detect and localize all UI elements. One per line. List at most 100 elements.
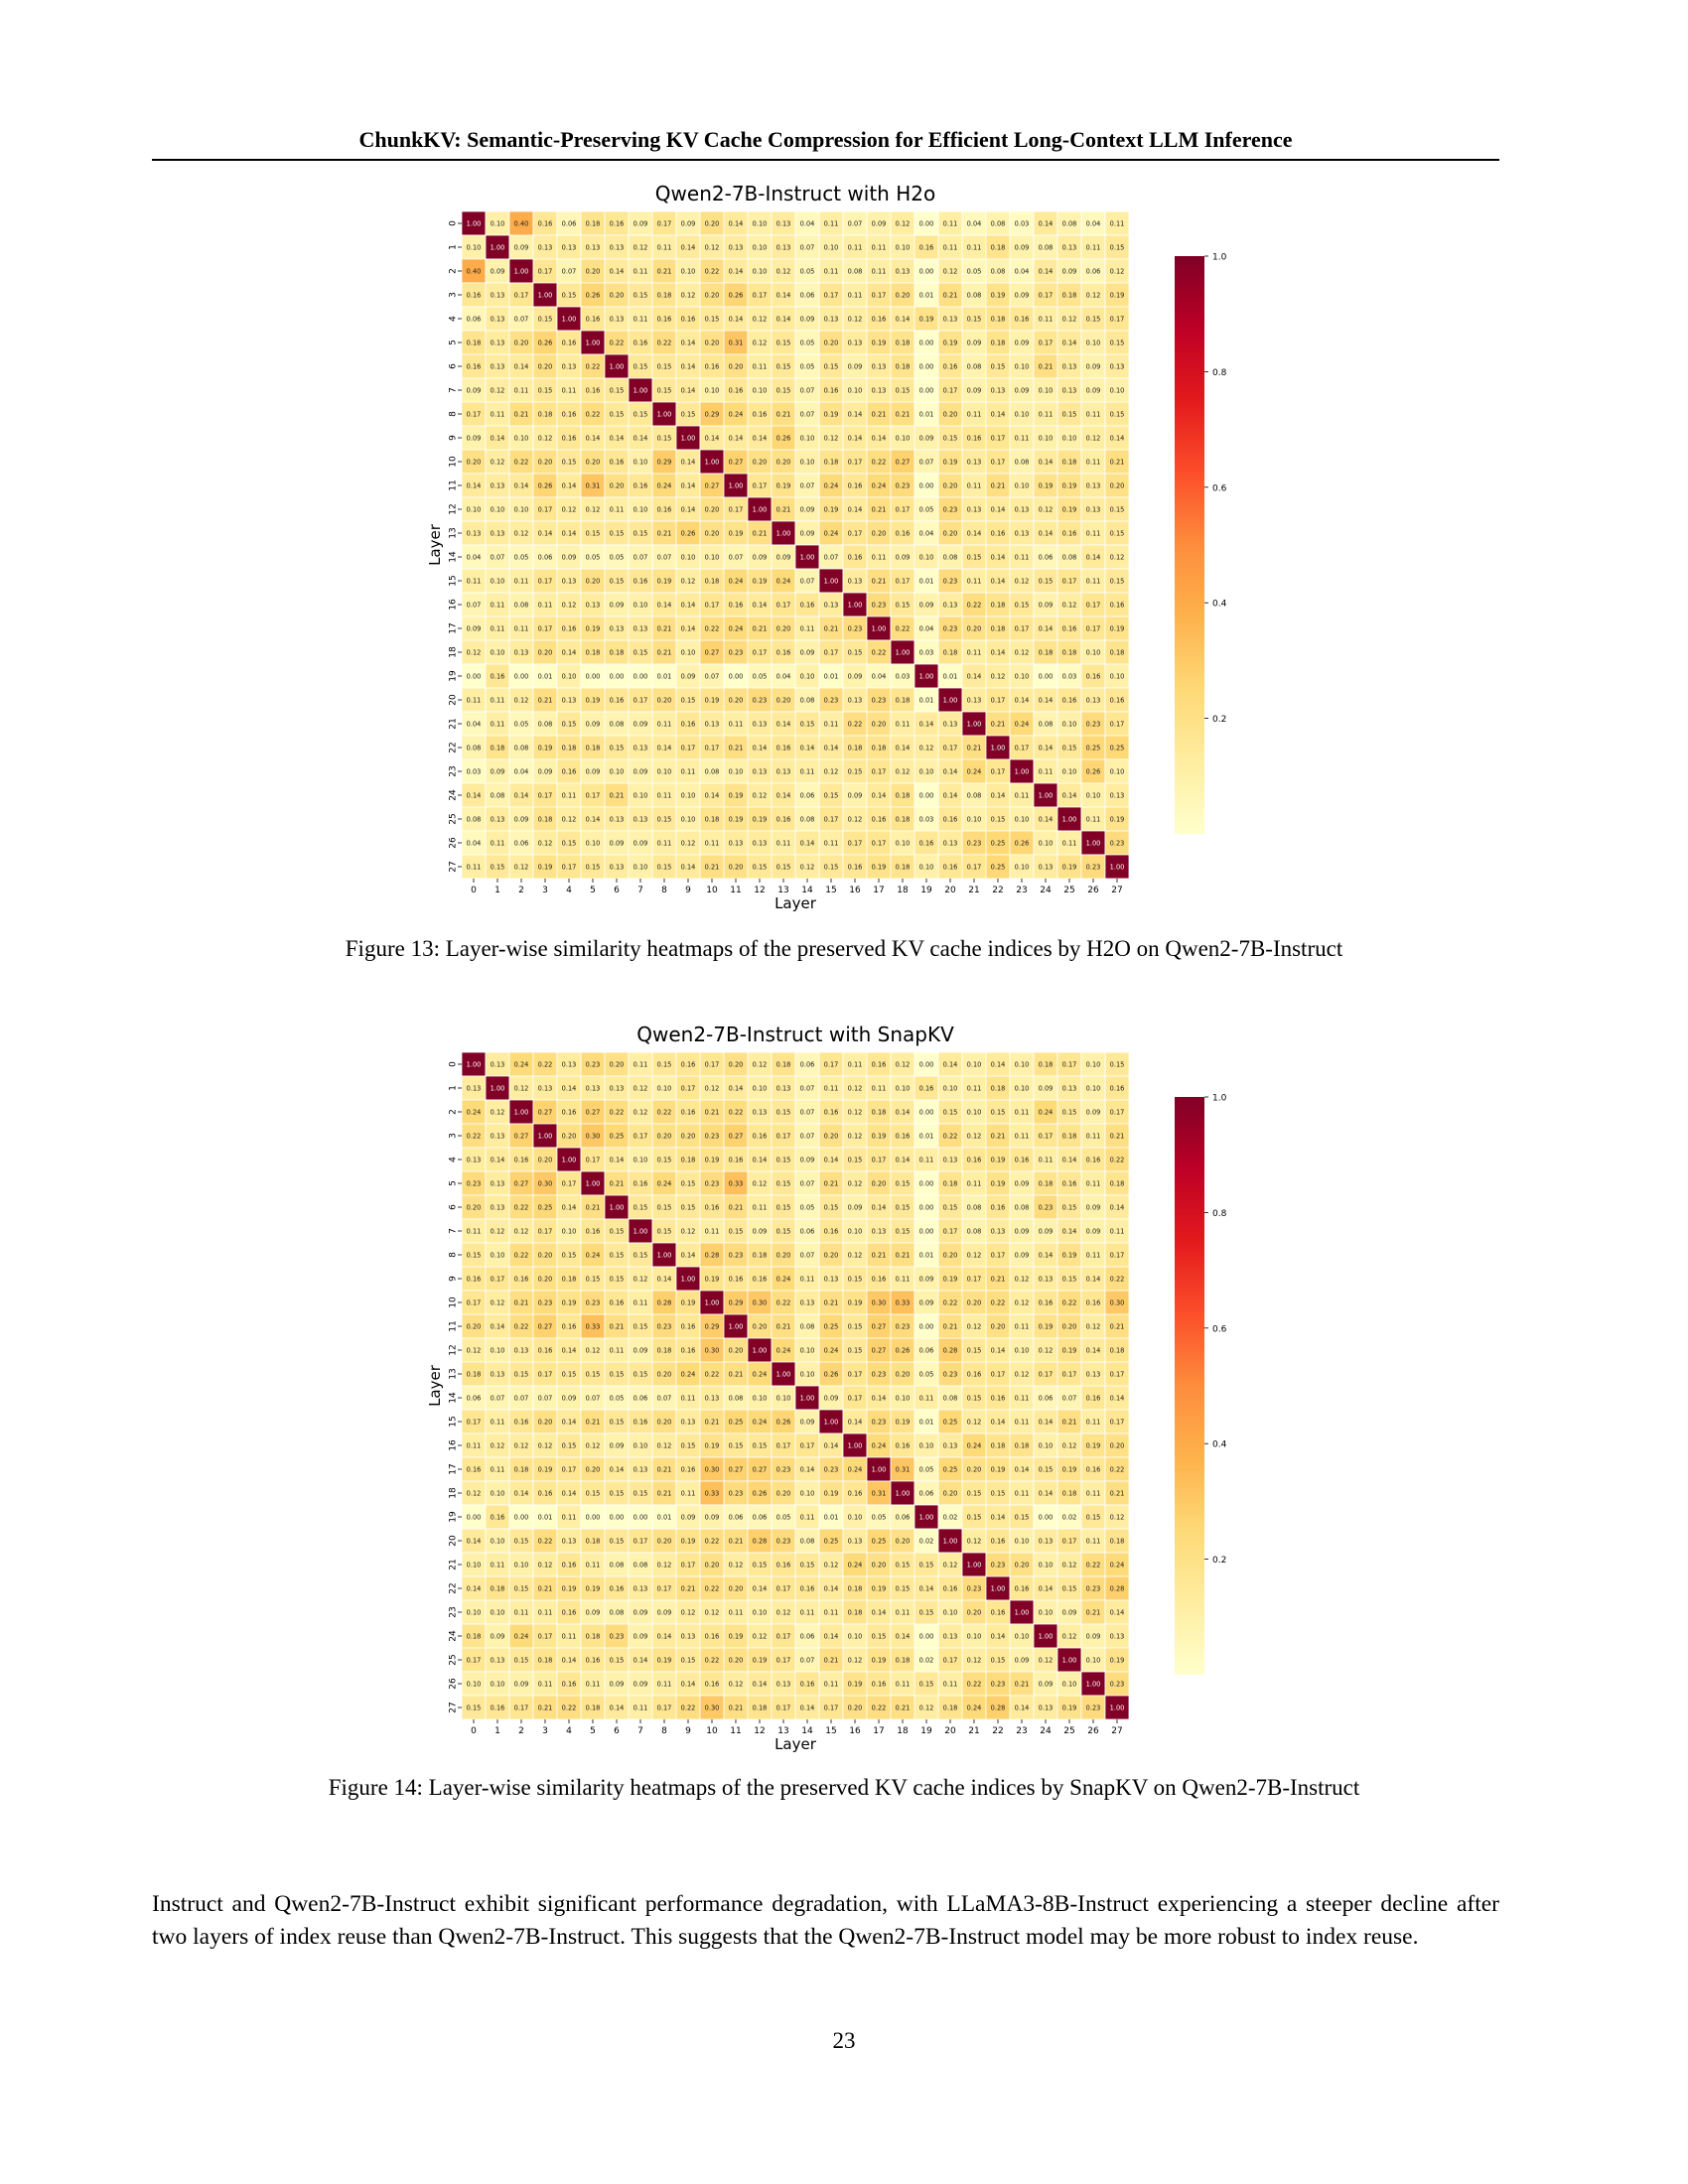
cell-label: 0.14	[824, 1584, 839, 1592]
heatmap-cell	[1080, 1170, 1106, 1196]
cell-label: 0.17	[896, 577, 911, 585]
cell-label: 1.00	[514, 1108, 529, 1116]
heatmap-cell	[675, 258, 701, 284]
heatmap-cell	[747, 1123, 773, 1149]
cell-label: 0.11	[1015, 1394, 1030, 1402]
heatmap-cell	[461, 282, 487, 308]
cell-label: 0.17	[657, 1584, 672, 1592]
cell-label: 0.18	[1039, 1060, 1054, 1068]
heatmap-cell	[699, 1409, 725, 1434]
cell-label: 0.13	[610, 1084, 625, 1092]
cell-label: 0.11	[896, 720, 911, 728]
heatmap-cell	[747, 758, 773, 784]
cell-label: 0.10	[681, 815, 696, 823]
cell-label: 0.14	[1039, 815, 1054, 823]
cell-label: 0.09	[800, 1418, 815, 1426]
cell-label: 0.11	[538, 1680, 553, 1688]
cell-label: 0.09	[467, 624, 482, 632]
cell-label: 0.16	[824, 386, 839, 394]
cell-label: 0.10	[467, 1561, 482, 1569]
heatmap-cell	[771, 1313, 796, 1339]
cell-label: 0.20	[753, 1322, 768, 1330]
cell-label: 1.00	[943, 1537, 958, 1545]
cell-label: 0.08	[967, 1227, 982, 1235]
heatmap-cell	[866, 234, 892, 260]
cell-label: 0.21	[943, 291, 958, 299]
heatmap-cell	[771, 1218, 796, 1244]
cell-label: 0.14	[681, 481, 696, 489]
cell-label: 0.18	[1062, 648, 1077, 656]
x-tick-label: 16	[849, 1726, 861, 1736]
cell-label: 0.23	[943, 505, 958, 513]
cell-label: 0.11	[872, 1084, 887, 1092]
cell-label: 0.00	[919, 791, 934, 799]
cell-label: 0.16	[919, 839, 934, 847]
cell-label: 0.10	[514, 505, 529, 513]
cell-label: 0.17	[538, 577, 553, 585]
cell-label: 0.16	[681, 315, 696, 323]
heatmap-cell	[985, 234, 1011, 260]
cell-label: 0.25	[991, 863, 1006, 871]
cell-label: 0.16	[586, 386, 601, 394]
cell-label: 0.15	[633, 1251, 648, 1259]
cell-label: 0.12	[1015, 1370, 1030, 1378]
cell-label: 0.13	[491, 339, 505, 346]
cell-label: 0.11	[1039, 410, 1054, 418]
cell-label: 0.15	[562, 291, 577, 299]
cell-label: 0.07	[800, 1656, 815, 1664]
cell-label: 0.13	[824, 601, 839, 609]
cell-label: 0.10	[633, 863, 648, 871]
cell-label: 0.04	[467, 720, 482, 728]
heatmap-cell	[628, 854, 653, 880]
cell-label: 0.13	[943, 720, 958, 728]
cell-label: 0.16	[848, 1489, 863, 1497]
heatmap-cell	[628, 592, 653, 617]
cell-label: 0.15	[848, 648, 863, 656]
y-tick-label: 13	[449, 527, 459, 538]
heatmap-cell	[771, 425, 796, 451]
cell-label: 0.13	[1015, 505, 1030, 513]
cell-label: 0.12	[967, 1537, 982, 1545]
heatmap-cell	[556, 544, 582, 570]
cell-label: 0.06	[633, 1394, 648, 1402]
cell-label: 0.15	[586, 529, 601, 537]
heatmap-cell	[985, 1123, 1011, 1149]
cell-label: 0.22	[514, 1203, 529, 1211]
heatmap-cell	[1080, 1433, 1106, 1458]
cell-label: 0.11	[562, 791, 577, 799]
cell-label: 0.08	[943, 1394, 958, 1402]
heatmap-cell	[508, 1194, 534, 1220]
heatmap-cell	[1104, 1218, 1130, 1244]
cell-label: 0.14	[1086, 1346, 1101, 1354]
heatmap-cell	[532, 544, 558, 570]
cell-label: 1.00	[1110, 1704, 1125, 1711]
heatmap-cell	[747, 1409, 773, 1434]
heatmap-cell	[628, 1409, 653, 1434]
cell-label: 0.17	[991, 1251, 1006, 1259]
heatmap-cell	[1056, 1361, 1082, 1387]
heatmap-cell	[508, 1456, 534, 1482]
cell-label: 0.15	[657, 863, 672, 871]
cell-label: 0.15	[1062, 1108, 1077, 1116]
cell-label: 0.20	[705, 219, 720, 227]
heatmap-cell	[556, 1123, 582, 1149]
cell-label: 0.11	[491, 624, 505, 632]
cell-label: 0.23	[1086, 720, 1101, 728]
cell-label: 1.00	[586, 1179, 601, 1187]
heatmap-cell	[485, 449, 510, 475]
cell-label: 0.07	[1062, 1394, 1077, 1402]
cell-label: 1.00	[1062, 815, 1077, 823]
cell-label: 0.23	[776, 1465, 791, 1473]
heatmap-cell	[747, 735, 773, 760]
heatmap-cell	[1056, 234, 1082, 260]
cell-label: 0.11	[1086, 577, 1101, 585]
cell-label: 0.25	[872, 1537, 887, 1545]
heatmap-cell	[556, 1480, 582, 1506]
heatmap-cell	[794, 1313, 820, 1339]
cell-label: 0.10	[633, 791, 648, 799]
cell-label: 0.16	[991, 1203, 1006, 1211]
cell-label: 0.11	[514, 577, 529, 585]
cell-label: 0.31	[896, 1465, 911, 1473]
cell-label: 0.14	[1039, 1418, 1054, 1426]
x-tick-label: 26	[1087, 1726, 1099, 1736]
